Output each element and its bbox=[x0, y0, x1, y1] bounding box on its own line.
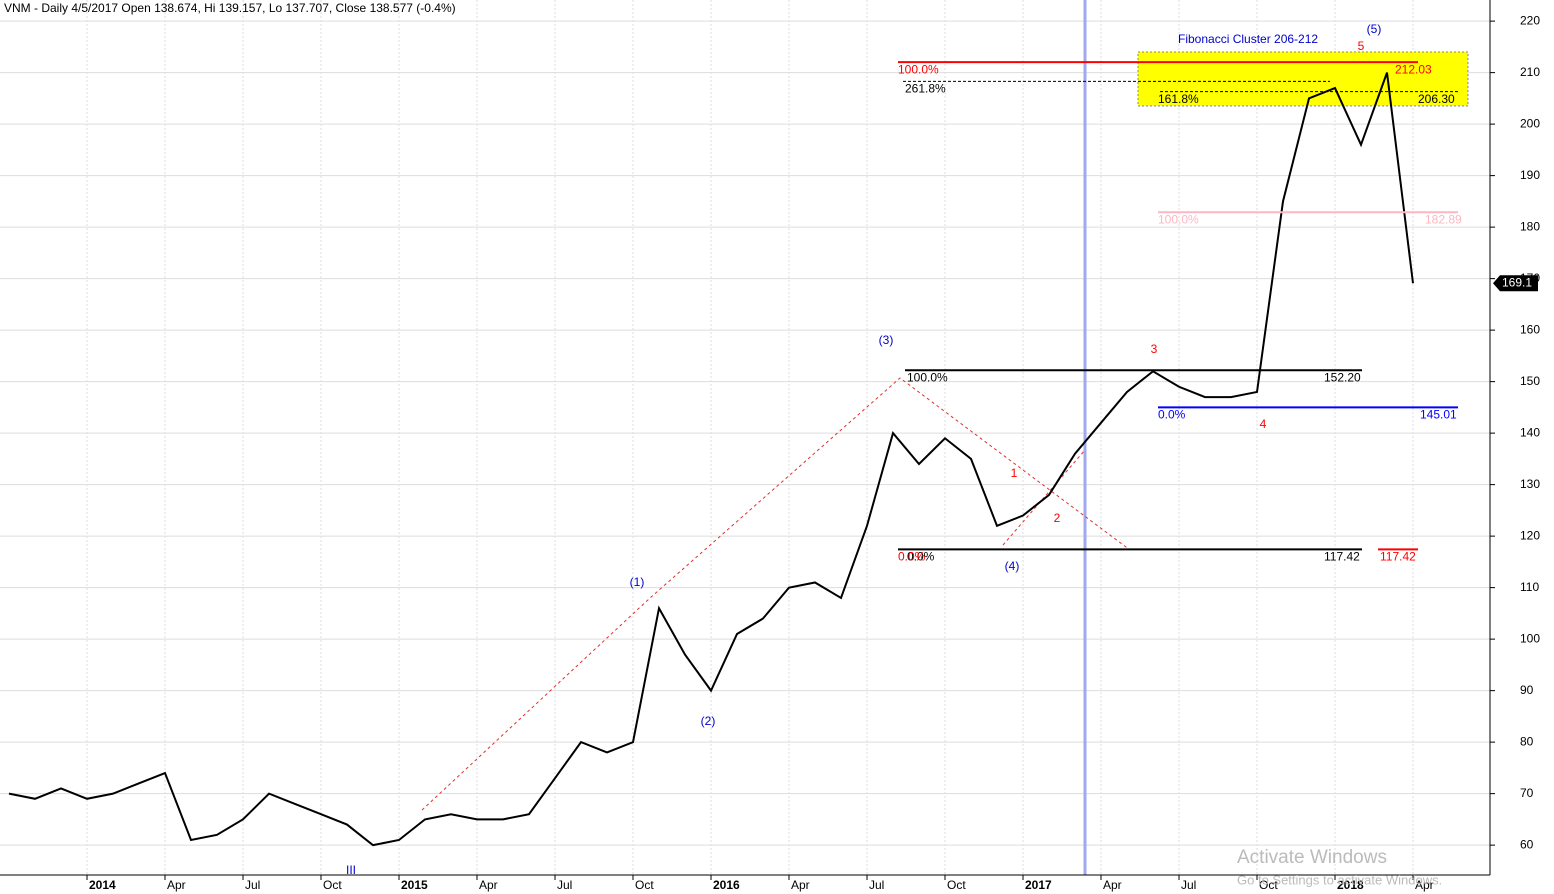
x-tick-label: Oct bbox=[323, 878, 342, 892]
watermark: Go to Settings to activate Windows. bbox=[1237, 872, 1442, 887]
x-tick-label: Apr bbox=[1415, 878, 1434, 892]
wave-label: 1 bbox=[1011, 466, 1018, 480]
chart-title: VNM - Daily 4/5/2017 Open 138.674, Hi 13… bbox=[4, 1, 456, 15]
x-tick-label: Jul bbox=[245, 878, 260, 892]
fib-pct-label: 100.0% bbox=[898, 62, 939, 76]
y-tick-label: 180 bbox=[1520, 219, 1540, 233]
x-tick-label: Apr bbox=[479, 878, 498, 892]
y-tick-label: 130 bbox=[1520, 477, 1540, 491]
x-tick-label: 2016 bbox=[713, 878, 740, 892]
fib-value-label: 212.03 bbox=[1395, 62, 1432, 76]
y-tick-label: 190 bbox=[1520, 168, 1540, 182]
fib-value-label: 182.89 bbox=[1425, 212, 1462, 226]
x-tick-label: Oct bbox=[947, 878, 966, 892]
wave-guide bbox=[1002, 449, 1086, 546]
y-tick-label: 100 bbox=[1520, 631, 1540, 645]
y-tick-label: 90 bbox=[1520, 683, 1534, 697]
fib-value-label: 117.42 bbox=[1324, 550, 1360, 564]
wave-label: (2) bbox=[701, 714, 716, 728]
x-tick-label: 2018 bbox=[1337, 878, 1364, 892]
x-tick-label: 2015 bbox=[401, 878, 428, 892]
y-tick-label: 200 bbox=[1520, 116, 1540, 130]
fib-pct-label: 0.0% bbox=[907, 550, 935, 564]
fib-pct-label: 100.0% bbox=[1158, 212, 1199, 226]
y-tick-label: 80 bbox=[1520, 734, 1534, 748]
fib-cluster-zone bbox=[1137, 51, 1469, 107]
y-tick-label: 120 bbox=[1520, 528, 1540, 542]
fib-value-label: 117.42 bbox=[1380, 550, 1416, 564]
x-tick-label: Jul bbox=[1181, 878, 1196, 892]
wave-label: (1) bbox=[630, 575, 645, 589]
y-tick-label: 210 bbox=[1520, 65, 1540, 79]
x-tick-label: Oct bbox=[1259, 878, 1278, 892]
wave-label: (5) bbox=[1367, 22, 1382, 36]
fib-value-label: 152.20 bbox=[1324, 370, 1361, 384]
wave-label: (4) bbox=[1005, 559, 1020, 573]
fib-pct-label: 261.8% bbox=[905, 82, 946, 96]
wave-label: 2 bbox=[1054, 511, 1061, 525]
fib-pct-label: 100.0% bbox=[907, 370, 948, 384]
wave-label: 5 bbox=[1358, 39, 1365, 53]
x-tick-label: Jul bbox=[869, 878, 884, 892]
wave-guide bbox=[421, 377, 1131, 811]
x-tick-label: 2017 bbox=[1025, 878, 1052, 892]
y-tick-label: 110 bbox=[1520, 580, 1539, 594]
fib-pct-label: 0.0% bbox=[1158, 407, 1186, 421]
last-price-label: 169.1 bbox=[1502, 275, 1532, 289]
y-tick-label: 140 bbox=[1520, 425, 1540, 439]
fib-pct-label: 161.8% bbox=[1158, 92, 1199, 106]
x-tick-label: Apr bbox=[1103, 878, 1122, 892]
y-tick-label: 160 bbox=[1520, 322, 1540, 336]
y-tick-label: 150 bbox=[1520, 374, 1540, 388]
wave-label: (3) bbox=[879, 333, 894, 347]
x-tick-label: Jul bbox=[557, 878, 572, 892]
last-price-tag bbox=[1493, 275, 1538, 292]
y-tick-label: 70 bbox=[1520, 786, 1534, 800]
watermark: Activate Windows bbox=[1237, 847, 1387, 868]
wave-label: III bbox=[346, 863, 356, 877]
fib-value-label: 206.30 bbox=[1418, 92, 1455, 106]
wave-label: 4 bbox=[1260, 417, 1267, 431]
cluster-label: Fibonacci Cluster 206-212 bbox=[1178, 32, 1318, 46]
fib-value-label: 145.01 bbox=[1420, 407, 1457, 421]
price-line bbox=[8, 72, 1414, 847]
y-tick-label: 220 bbox=[1520, 13, 1540, 27]
x-tick-label: Apr bbox=[791, 878, 810, 892]
x-tick-label: Oct bbox=[635, 878, 654, 892]
x-tick-label: Apr bbox=[167, 878, 186, 892]
y-tick-label: 60 bbox=[1520, 837, 1534, 851]
fib-pct-label: 0.0% bbox=[898, 550, 926, 564]
x-tick-label: 2014 bbox=[89, 878, 116, 892]
wave-label: 3 bbox=[1151, 342, 1158, 356]
